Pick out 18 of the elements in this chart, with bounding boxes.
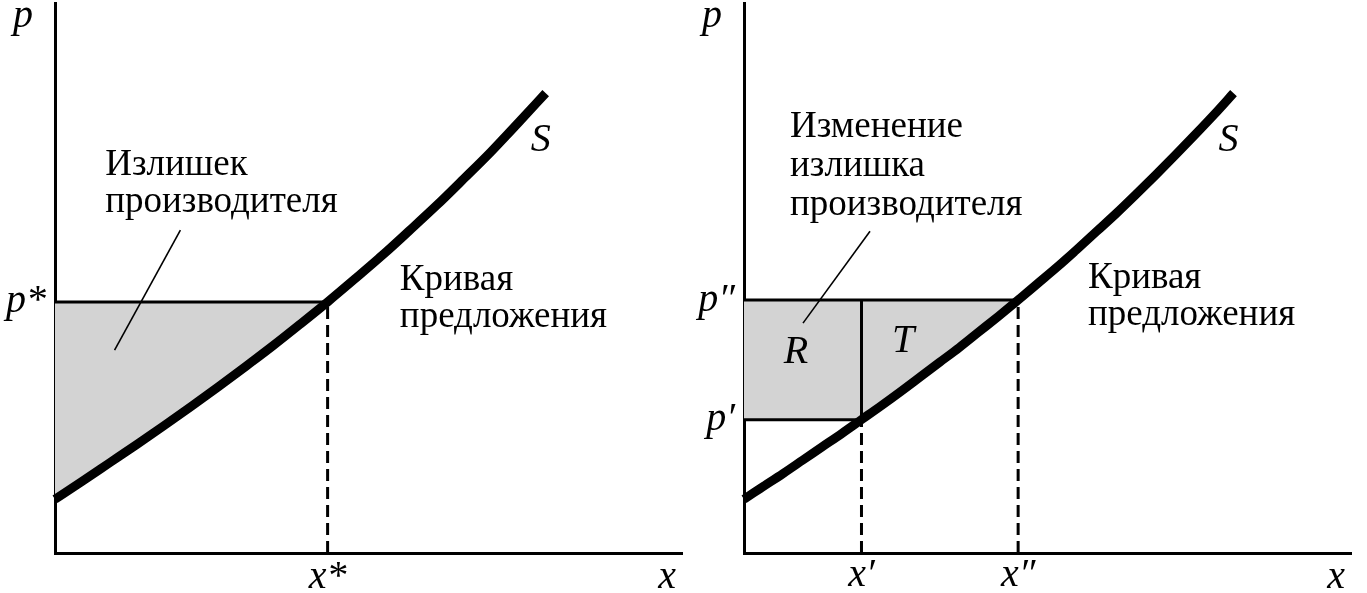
x-tick-label: x″ [999, 549, 1037, 593]
ref-line-label: p* [3, 276, 46, 322]
annotation: Излишек производителя [105, 142, 338, 221]
x-axis-title: x [1326, 552, 1346, 593]
annotation: x* [307, 551, 347, 593]
annotation: R [782, 326, 809, 372]
y-axis-title: p [10, 0, 33, 36]
annotation: Кривая предложения [1087, 254, 1296, 333]
x-tick-label: x′ [847, 549, 876, 593]
x-axis-title: x [657, 552, 677, 593]
annotation: Изменение излишка производителя [790, 104, 1023, 224]
y-axis-title: p [699, 0, 722, 36]
annotation: T [891, 315, 917, 361]
ref-line-label: p′ [703, 394, 737, 440]
series-label: S [530, 115, 551, 161]
series-label: S [1218, 115, 1239, 161]
annotation: Кривая предложения [399, 257, 608, 336]
ref-line-label: p″ [695, 274, 737, 320]
